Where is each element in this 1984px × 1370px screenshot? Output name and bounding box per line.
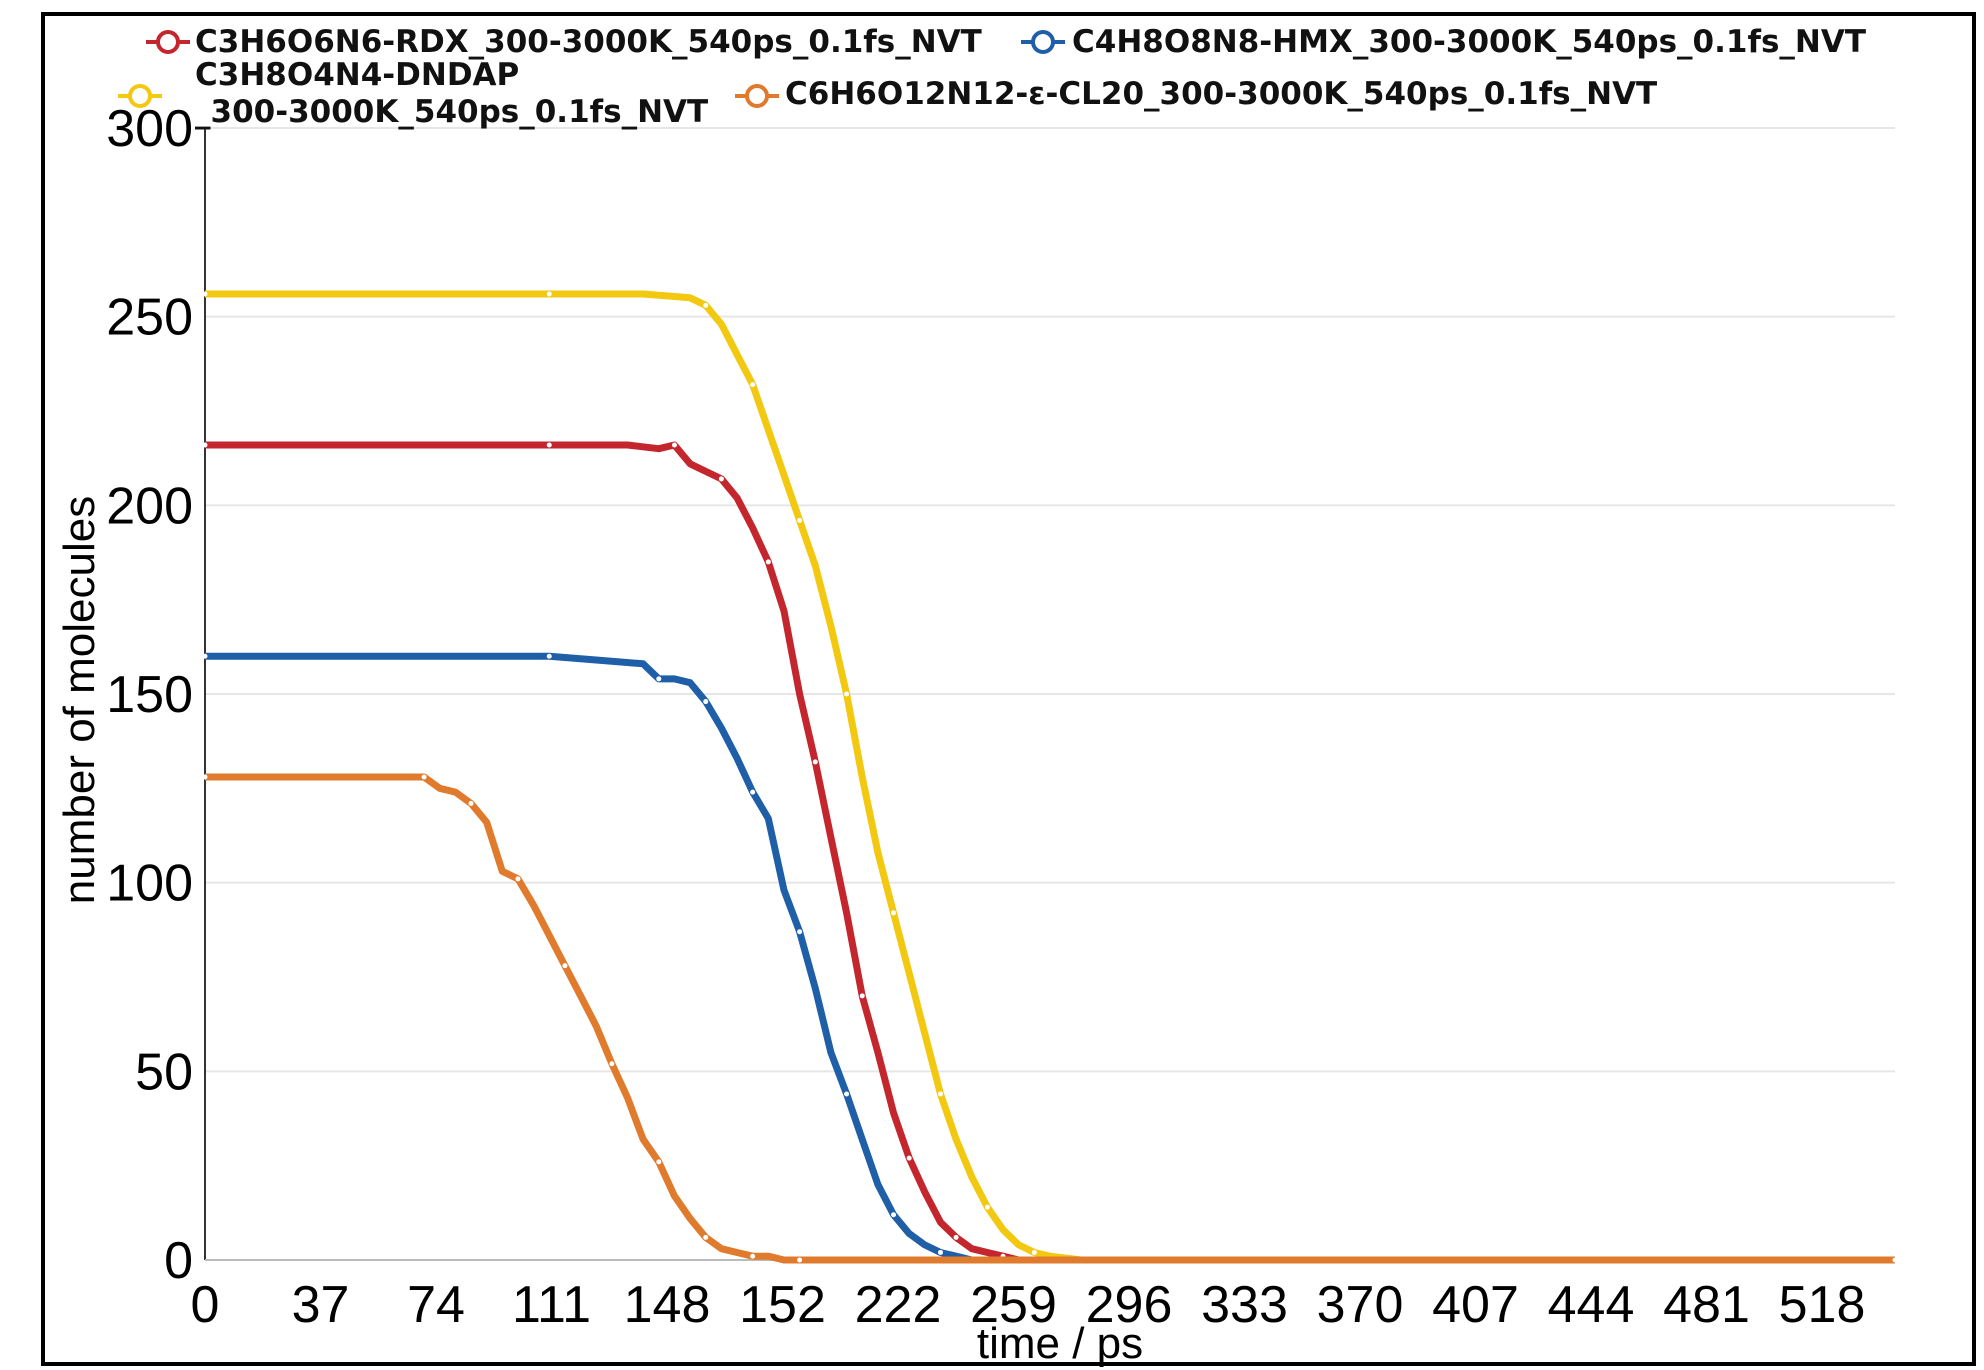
x-tick-label: 148 <box>624 1276 711 1334</box>
data-point <box>656 1159 662 1165</box>
x-tick-label: 444 <box>1548 1276 1635 1334</box>
x-tick-label: 407 <box>1432 1276 1519 1334</box>
data-point <box>953 1234 959 1240</box>
data-point <box>671 442 677 448</box>
series-line-3 <box>205 773 1895 1264</box>
series-lines <box>202 290 1898 1264</box>
x-tick-label: 0 <box>191 1276 220 1334</box>
y-tick-label: 0 <box>164 1232 193 1290</box>
legend-marker-icon <box>745 84 769 108</box>
data-point <box>656 676 662 682</box>
x-tick-label: 74 <box>407 1276 465 1334</box>
x-tick-label: 481 <box>1663 1276 1750 1334</box>
data-point <box>797 517 803 523</box>
data-point <box>562 963 568 969</box>
chart-frame <box>41 12 1976 1366</box>
data-point <box>421 774 427 780</box>
data-point <box>718 476 724 482</box>
legend-item-2[interactable]: C3H8O4N4-DNDAP_300-3000K_540ps_0.1fs_NVT <box>118 57 708 130</box>
data-point <box>703 302 709 308</box>
x-tick-label: 222 <box>855 1276 942 1334</box>
x-axis-label: time / ps <box>977 1319 1143 1368</box>
x-tick-labels: 0 37 74 111 148 152 222 259 296 333 370 407 444 481 51… <box>191 1276 1866 1334</box>
legend-marker-icon <box>128 84 152 108</box>
data-point <box>703 699 709 705</box>
data-point <box>797 1257 803 1263</box>
legend-item-3[interactable]: C6H6O12N12-ε-CL20_300-3000K_540ps_0.1fs_… <box>735 76 1657 112</box>
x-tick-label: 370 <box>1317 1276 1404 1334</box>
y-tick-label: 100 <box>106 855 193 913</box>
data-point <box>937 1091 943 1097</box>
gridlines <box>205 127 1895 1073</box>
data-point <box>546 653 552 659</box>
data-point <box>859 993 865 999</box>
y-tick-label: 150 <box>106 666 193 724</box>
legend-item-0[interactable]: C3H6O6N6-RDX_300-3000K_540ps_0.1fs_NVT <box>146 24 982 60</box>
data-point <box>984 1204 990 1210</box>
data-point <box>202 653 208 659</box>
data-point <box>546 442 552 448</box>
data-point <box>797 929 803 935</box>
data-point <box>515 876 521 882</box>
data-point <box>468 800 474 806</box>
x-tick-label: 296 <box>1086 1276 1173 1334</box>
data-point <box>750 1253 756 1259</box>
legend-item-1[interactable]: C4H8O8N8-HMX_300-3000K_540ps_0.1fs_NVT <box>1021 24 1866 60</box>
legend-label: _300-3000K_540ps_0.1fs_NVT <box>195 94 708 130</box>
data-point <box>844 1091 850 1097</box>
data-point <box>1892 1257 1898 1263</box>
data-point <box>844 691 850 697</box>
x-tick-label: 111 <box>512 1276 591 1334</box>
series-line-0 <box>205 441 1895 1264</box>
x-tick-label: 37 <box>292 1276 350 1334</box>
legend-marker-icon <box>1031 30 1055 54</box>
legend[interactable]: C3H6O6N6-RDX_300-3000K_540ps_0.1fs_NVT C4… <box>118 24 1866 130</box>
data-point <box>546 291 552 297</box>
data-point <box>202 774 208 780</box>
legend-label: C3H8O4N4-DNDAP <box>195 57 519 93</box>
y-tick-label: 200 <box>106 477 193 535</box>
y-tick-label: 250 <box>106 289 193 347</box>
data-point <box>1031 1249 1037 1255</box>
series-line-1 <box>205 652 1895 1264</box>
legend-label: C4H8O8N8-HMX_300-3000K_540ps_0.1fs_NVT <box>1072 24 1866 60</box>
data-point <box>202 442 208 448</box>
x-tick-label: 152 <box>739 1276 826 1334</box>
data-point <box>750 382 756 388</box>
data-point <box>937 1249 943 1255</box>
data-point <box>906 1155 912 1161</box>
y-tick-label: 300 <box>106 100 193 158</box>
y-tick-label: 50 <box>135 1043 193 1101</box>
x-tick-label: 333 <box>1201 1276 1288 1334</box>
data-point <box>750 789 756 795</box>
data-point <box>891 1212 897 1218</box>
data-point <box>703 1234 709 1240</box>
y-axis-label: number of molecules <box>55 496 104 904</box>
data-point <box>891 910 897 916</box>
data-point <box>765 559 771 565</box>
data-point <box>812 759 818 765</box>
legend-marker-icon <box>156 30 180 54</box>
series-line-2 <box>205 290 1895 1264</box>
legend-label: C6H6O12N12-ε-CL20_300-3000K_540ps_0.1fs_… <box>785 76 1657 112</box>
x-tick-label: 518 <box>1779 1276 1866 1334</box>
data-point <box>202 291 208 297</box>
data-point <box>609 1061 615 1067</box>
y-tick-labels: 0 50 100 150 200 250 300 <box>106 100 193 1290</box>
x-tick-label: 259 <box>970 1276 1057 1334</box>
legend-label: C3H6O6N6-RDX_300-3000K_540ps_0.1fs_NVT <box>195 24 982 60</box>
